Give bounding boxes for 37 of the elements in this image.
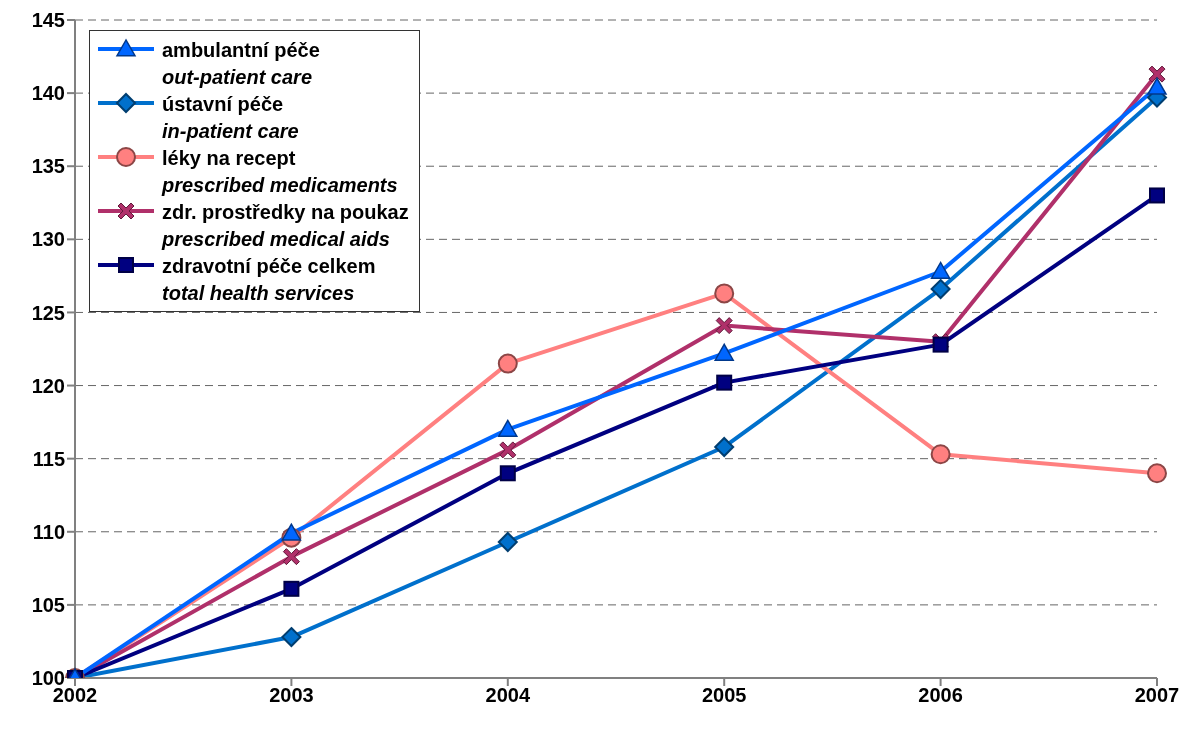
point — [281, 523, 302, 541]
y-tick-label: 105 — [31, 593, 65, 616]
y-tick-label: 110 — [32, 520, 65, 543]
y-tick-label: 120 — [31, 374, 65, 397]
point — [283, 580, 300, 597]
point — [930, 279, 951, 300]
x-tick-label: 2004 — [485, 684, 531, 707]
point — [714, 436, 735, 457]
point — [1148, 65, 1166, 83]
point — [716, 374, 733, 391]
point — [281, 627, 302, 648]
y-tick-label: 140 — [31, 82, 65, 105]
point — [497, 532, 518, 553]
point — [1147, 77, 1167, 95]
point — [499, 441, 517, 459]
point — [497, 353, 518, 374]
point — [714, 343, 734, 361]
point — [498, 419, 518, 437]
y-tick-label: 145 — [31, 9, 65, 32]
y-tick-label: 125 — [31, 301, 65, 324]
y-tick-label: 115 — [32, 447, 65, 470]
point — [1149, 187, 1165, 204]
point — [499, 465, 516, 482]
y-tick-label: 130 — [31, 228, 65, 251]
y-tick-label: 135 — [31, 155, 65, 178]
x-tick-label: 2002 — [52, 684, 98, 707]
point — [930, 444, 951, 465]
point — [1147, 463, 1167, 484]
point — [714, 283, 735, 304]
point — [715, 317, 733, 335]
point — [930, 261, 951, 279]
x-tick-label: 2006 — [918, 684, 963, 707]
x-tick-label: 2003 — [269, 684, 314, 707]
legend-label: zdravotní péče celkem total health services — [162, 254, 376, 306]
point — [282, 548, 300, 566]
x-tick-label: 2005 — [701, 684, 747, 707]
x-tick-label: 2007 — [1134, 684, 1180, 707]
